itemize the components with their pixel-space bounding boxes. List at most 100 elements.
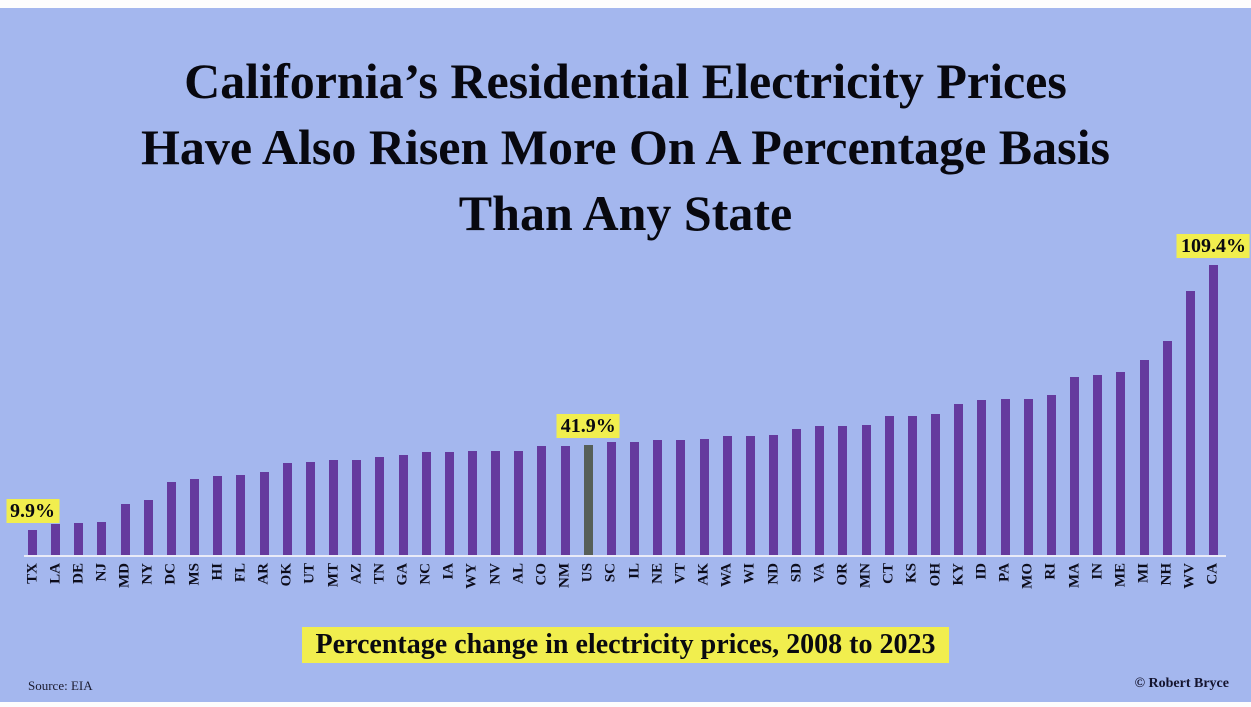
bar-cell-ga: GA <box>395 221 411 586</box>
tick-label-fl: FL <box>232 563 249 583</box>
top-margin-strip <box>0 0 1251 8</box>
bar-ma <box>1070 377 1080 556</box>
bar-cell-oh: OH <box>927 221 943 586</box>
tick-label-nh: NH <box>1158 563 1175 586</box>
bar-nd <box>769 435 778 556</box>
bar-al <box>514 451 524 556</box>
x-axis-line <box>24 555 1226 557</box>
bar-cell-md: MD <box>117 221 133 588</box>
bar-cell-nd: ND <box>765 221 781 585</box>
bar-cell-nj: NJ <box>93 221 109 581</box>
tick-label-vt: VT <box>672 563 689 584</box>
tick-label-va: VA <box>811 563 828 583</box>
data-label-ca: 109.4% <box>1176 234 1250 258</box>
bar-la <box>51 524 61 556</box>
bar-wv <box>1185 291 1195 556</box>
bar-ne <box>653 440 663 556</box>
bar-cell-ms: MS <box>186 221 202 586</box>
bar-fl <box>236 475 246 556</box>
tick-label-nd: ND <box>765 563 781 585</box>
bar-ri <box>1046 395 1056 556</box>
bar-cell-mi: MI <box>1136 221 1152 583</box>
tick-label-ok: OK <box>278 563 295 587</box>
bar-ca <box>1208 265 1218 556</box>
tick-label-wi: WI <box>741 563 758 584</box>
bar-ia <box>444 452 454 556</box>
bar-cell-ca: CA 109.4% <box>1176 221 1250 585</box>
bar-cell-tn: TN <box>371 221 387 584</box>
tick-label-md: MD <box>116 563 133 588</box>
tick-label-ky: KY <box>950 563 967 586</box>
tick-label-al: AL <box>510 563 527 584</box>
tick-label-or: OR <box>834 563 851 586</box>
chart-caption: Percentage change in electricity prices,… <box>301 627 950 663</box>
bar-me <box>1116 372 1126 556</box>
bar-ga <box>398 455 408 556</box>
tick-label-ma: MA <box>1066 563 1083 588</box>
tick-label-ar: AR <box>255 563 272 585</box>
tick-label-mo: MO <box>1019 563 1036 589</box>
tick-label-pa: PA <box>996 563 1013 582</box>
bar-nj <box>97 522 107 556</box>
bar-cell-mn: MN <box>858 221 874 588</box>
bar-ut <box>305 462 315 556</box>
bar-cell-ny: NY <box>140 221 156 585</box>
bar-wi <box>745 436 755 556</box>
bar-vt <box>676 440 686 556</box>
bar-or <box>838 426 848 556</box>
bar-us <box>583 445 593 556</box>
bar-cell-ne: NE <box>649 221 665 584</box>
tick-label-az: AZ <box>348 563 365 584</box>
bar-id <box>977 400 987 556</box>
tick-label-la: LA <box>47 563 64 584</box>
tick-label-ri: RI <box>1042 563 1059 580</box>
bar-ms <box>190 479 200 556</box>
bar-cell-in: IN <box>1089 221 1105 580</box>
chart-title-line-1: California’s Residential Electricity Pri… <box>184 52 1067 109</box>
bar-mt <box>329 460 339 556</box>
tick-label-oh: OH <box>927 563 944 587</box>
bar-cell-ma: MA <box>1066 221 1082 588</box>
bar-cell-nc: NC <box>418 221 434 585</box>
bar-cell-wv: WV <box>1182 221 1198 589</box>
tick-label-me: ME <box>1112 563 1129 588</box>
tick-label-mi: MI <box>1135 563 1152 583</box>
bar-sc <box>606 442 616 556</box>
chart-title-line-3: Than Any State <box>458 184 793 241</box>
bar-cell-fl: FL <box>232 221 248 582</box>
bar-cell-ar: AR <box>256 221 272 585</box>
bar-cell-wi: WI <box>742 221 758 584</box>
bar-cell-ct: CT <box>881 221 897 584</box>
tick-label-wv: WV <box>1181 563 1198 589</box>
bar-cell-pa: PA <box>997 221 1013 582</box>
bar-cell-wy: WY <box>464 221 480 589</box>
data-label-us: 41.9% <box>556 414 620 438</box>
copyright-credit: © Robert Bryce <box>1134 676 1229 691</box>
bar-cell-id: ID <box>973 221 989 580</box>
bar-cell-de: DE <box>70 221 86 584</box>
tick-label-ut: UT <box>301 563 318 584</box>
bar-hi <box>213 476 223 556</box>
tick-label-ne: NE <box>649 563 666 584</box>
bar-il <box>630 442 640 556</box>
bar-nc <box>421 452 431 556</box>
tick-label-ct: CT <box>880 563 897 584</box>
bar-cell-nh: NH <box>1159 221 1175 586</box>
bar-md <box>120 504 130 556</box>
bar-cell-il: IL <box>626 221 642 579</box>
bar-tn <box>375 457 385 556</box>
tick-label-wy: WY <box>463 563 480 589</box>
bar-cell-ak: AK <box>696 221 712 586</box>
bar-cell-ky: KY <box>950 221 966 586</box>
tick-label-dc: DC <box>162 563 179 585</box>
bar-cell-ok: OK <box>279 221 295 586</box>
bar-mn <box>861 425 871 556</box>
bar-sd <box>792 429 802 556</box>
source-note: Source: EIA <box>28 678 93 693</box>
bar-ct <box>884 416 894 556</box>
bar-cell-or: OR <box>834 221 850 586</box>
tick-label-sc: SC <box>602 563 619 583</box>
data-label-tx: 9.9% <box>6 499 59 523</box>
tick-label-il: IL <box>626 563 643 579</box>
